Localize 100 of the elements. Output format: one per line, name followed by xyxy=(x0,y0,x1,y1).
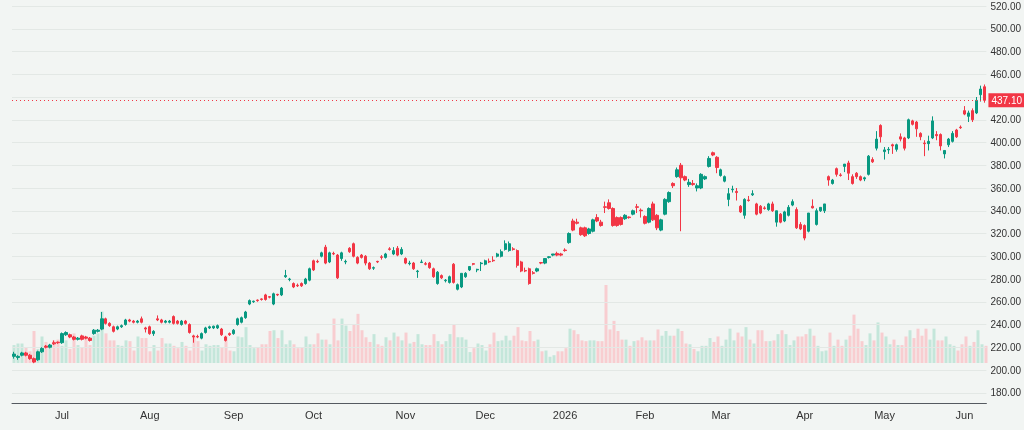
bar xyxy=(92,335,96,363)
candlestick xyxy=(448,275,451,285)
candlestick xyxy=(264,293,267,302)
candlestick xyxy=(791,198,794,207)
bar xyxy=(144,338,148,363)
bar xyxy=(416,334,420,363)
y-tick-label: 520.00 xyxy=(990,0,1022,12)
x-tick-label: Jun xyxy=(955,408,974,421)
candlestick xyxy=(967,110,970,123)
bar xyxy=(708,338,712,363)
candlestick xyxy=(719,168,722,178)
candlestick xyxy=(220,327,223,337)
candlestick xyxy=(715,155,719,174)
candlestick xyxy=(551,253,555,257)
candlestick xyxy=(647,206,651,224)
candlestick xyxy=(420,259,423,264)
bar xyxy=(236,336,240,363)
bar xyxy=(844,339,848,363)
bar xyxy=(380,345,384,363)
bar xyxy=(952,345,956,363)
candlestick xyxy=(539,261,543,265)
candlestick xyxy=(168,319,171,324)
candlestick xyxy=(172,314,175,326)
bar xyxy=(716,336,720,363)
candlestick xyxy=(308,267,311,282)
candlestick xyxy=(80,334,84,341)
y-tick-label: 460.00 xyxy=(990,68,1022,80)
y-tick-label: 240.00 xyxy=(990,319,1022,331)
candlestick xyxy=(707,155,711,169)
candlestick xyxy=(72,335,76,341)
candlestick xyxy=(939,132,942,151)
candlestick xyxy=(903,136,906,151)
candlestick xyxy=(428,261,431,270)
ref-line-label: 437.10 xyxy=(991,94,1023,106)
candlestick xyxy=(919,131,922,141)
candlestick xyxy=(356,255,359,265)
y-tick-label: 220.00 xyxy=(990,341,1022,353)
candlestick xyxy=(152,329,155,337)
candlestick xyxy=(176,319,179,326)
bar xyxy=(692,348,696,363)
bar xyxy=(804,334,808,363)
bar xyxy=(176,348,180,363)
bar xyxy=(180,341,184,363)
candlestick xyxy=(136,319,139,324)
bar xyxy=(112,340,116,363)
candlestick xyxy=(923,139,926,157)
candlestick xyxy=(971,107,974,123)
bar xyxy=(984,345,988,363)
candlestick xyxy=(184,319,187,326)
bar xyxy=(884,336,888,363)
bar xyxy=(372,334,376,363)
bar xyxy=(676,328,680,363)
candlestick xyxy=(739,204,742,214)
candlestick xyxy=(747,195,750,203)
bar xyxy=(568,328,572,363)
bar xyxy=(892,339,896,363)
candlestick xyxy=(364,254,367,266)
candlestick xyxy=(691,179,695,187)
bar xyxy=(812,335,816,363)
candlestick xyxy=(296,283,299,288)
y-tick-label: 180.00 xyxy=(990,387,1022,399)
bar xyxy=(104,333,108,363)
candlestick xyxy=(148,325,151,336)
candlestick xyxy=(639,207,643,219)
candlestick xyxy=(871,156,874,164)
candlestick xyxy=(156,314,159,322)
candlestick xyxy=(863,176,866,182)
candlestick xyxy=(488,258,491,264)
bar xyxy=(632,341,636,363)
candlestick xyxy=(132,319,135,324)
x-tick-label: Feb xyxy=(635,408,655,421)
candlestick xyxy=(92,328,96,336)
bar xyxy=(924,328,928,363)
candlestick xyxy=(104,317,107,326)
candlestick xyxy=(975,96,978,115)
candlestick xyxy=(811,198,814,209)
candlestick xyxy=(751,189,754,197)
bar xyxy=(392,332,396,363)
bar xyxy=(116,345,120,363)
bar xyxy=(540,351,544,363)
bar xyxy=(944,336,948,363)
bar xyxy=(276,338,280,363)
bar xyxy=(668,335,672,363)
bar xyxy=(128,341,132,363)
candlestick xyxy=(164,319,167,324)
candlestick xyxy=(436,270,439,286)
candlestick xyxy=(835,167,838,178)
candlestick xyxy=(44,344,48,349)
bar xyxy=(408,343,412,363)
bar xyxy=(656,329,660,363)
bar xyxy=(784,334,788,363)
bar xyxy=(544,350,548,363)
candlestick xyxy=(500,248,503,258)
candlestick xyxy=(591,218,595,233)
candlestick xyxy=(336,253,339,280)
candlestick xyxy=(727,187,730,207)
candlestick xyxy=(528,267,531,286)
bar xyxy=(448,334,452,363)
candlestick xyxy=(711,151,715,157)
bar xyxy=(624,339,628,363)
